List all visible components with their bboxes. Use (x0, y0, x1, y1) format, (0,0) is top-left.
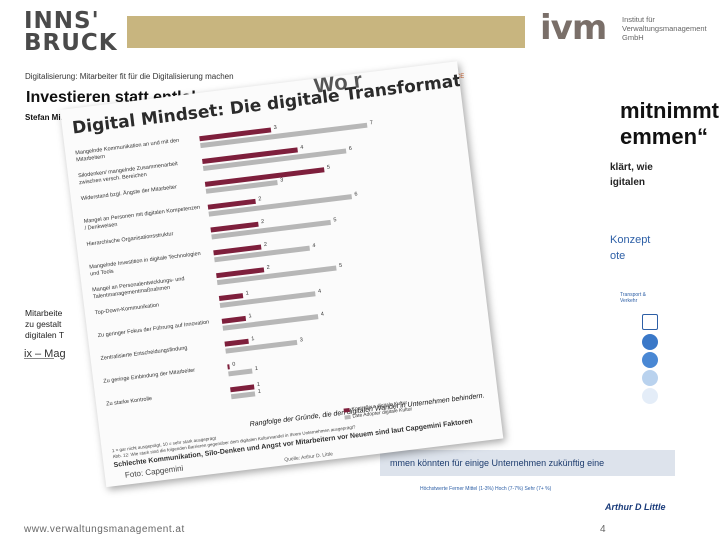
bar-grey-value: 4 (320, 311, 325, 318)
bar-grey-value: 3 (299, 337, 304, 344)
bar-grey-value: 5 (333, 217, 337, 224)
ivm-logo: ivm (540, 8, 607, 48)
page-number: 4 (600, 524, 606, 535)
left-text-line-3: digitalen T (25, 330, 65, 340)
bar-dark-value: 5 (326, 164, 331, 171)
circle-dark-2 (642, 352, 658, 368)
ivm-tagline-3: GmbH (622, 33, 644, 42)
circle-dark-1 (642, 334, 658, 350)
bar-grey (228, 368, 253, 377)
chart-row-label: Zentralisierte Entscheidungsfindung (100, 345, 188, 362)
footer-url[interactable]: www.verwaltungsmanagement.at (24, 524, 185, 535)
right-title-line-1: mitnimmt, (620, 98, 720, 123)
article-kicker: Digitalisierung: Mitarbeiter fit für die… (25, 72, 234, 81)
bar-dark-value: 0 (231, 361, 236, 368)
bar-dark-value: 4 (300, 144, 304, 151)
ivm-logo-text: ivm (540, 8, 607, 48)
article-author: Stefan Mintert (25, 113, 79, 122)
bar-dark-value: 2 (260, 218, 265, 226)
article-left-mag: ix – Mag (24, 348, 66, 360)
circle-light-2 (642, 388, 658, 404)
chart-row-label: Mangelnde Investition in digitale Techno… (89, 250, 202, 278)
ivm-tagline: Institut für Verwaltungsmanagement GmbH (622, 15, 718, 42)
bar-dark-value: 1 (248, 313, 252, 320)
chart-row-label: Silodenken/ mangelnde Zusammenarbeit zwi… (77, 161, 179, 186)
right-blue-line-2: ote (610, 250, 626, 262)
slide-header: INNS' BRUCK ivm Institut für Verwaltungs… (0, 0, 720, 62)
article-right-sub: klärt, wie igitalen (610, 160, 653, 190)
chart-row-label: Zu geringe Einbindung der Mitarbeiter (103, 367, 196, 385)
bar-grey-value: 7 (369, 119, 374, 127)
right-title-line-2: emmen“ (620, 124, 709, 149)
article-right-title: mitnimmt, emmen“ (620, 98, 720, 150)
bar-grey-value: 4 (317, 288, 322, 295)
banner-text: mmen könnten für einige Unternehmen zukü… (390, 458, 605, 468)
chart-row-label: Mangel an Personen mit digitalen Kompete… (83, 204, 201, 232)
circle-light-1 (642, 370, 658, 386)
transport-line-1: Transport & (620, 292, 646, 298)
header-band (127, 16, 525, 48)
bar-dark (227, 364, 230, 370)
bar-grey-value: 5 (338, 262, 343, 270)
background-article: Digitalisierung: Mitarbeiter fit für die… (20, 66, 720, 512)
chart-row-label: Mangelnde Kommunikation an und mit den M… (75, 137, 180, 163)
bar-dark-value: 1 (256, 381, 261, 389)
bar-grey-value: 6 (348, 145, 353, 153)
bar-grey-value: 1 (257, 388, 262, 395)
left-text-line-2: zu gestalt (25, 319, 62, 329)
bar-dark-value: 2 (263, 241, 268, 249)
right-sub-line-1: klärt, wie (610, 162, 653, 173)
article-banner: mmen könnten für einige Unternehmen zukü… (380, 450, 675, 476)
bar-grey-value: 4 (312, 242, 316, 250)
bar-dark-value: 2 (266, 264, 271, 271)
innsbruck-logo: INNS' BRUCK (24, 8, 118, 56)
legend-dark-swatch (343, 407, 350, 413)
chart-row-label: Hierarchische Organisationsstruktur (86, 231, 174, 248)
ivm-tagline-1: Institut für (622, 15, 655, 24)
logo-line-2: BRUCK (24, 30, 118, 56)
bar-grey (230, 391, 256, 400)
bar-grey-value: 1 (254, 365, 259, 373)
ivm-tagline-2: Verwaltungsmanagement (622, 24, 707, 33)
bar-dark-value: 1 (251, 336, 255, 343)
article-legend: Höchstwerte Ferner Mittel (1-3%) Hoch (7… (420, 486, 552, 492)
chart-row-label: Top-Down-Kommunikation (94, 302, 160, 317)
article-right-blue: Konzept ote (610, 232, 650, 264)
bar-grey-value: 3 (279, 177, 284, 184)
chart-row-label: Zu starke Kontrolle (105, 395, 153, 408)
left-mag-underline (24, 358, 54, 359)
chart-row-label: Mangel an Personalentwicklungs- und Tale… (91, 276, 185, 300)
right-blue-line-1: Konzept (610, 234, 651, 246)
train-icon (642, 314, 658, 330)
right-sub-line-2: igitalen (610, 177, 646, 188)
left-text-line-1: Mitarbeite (25, 308, 63, 318)
logo-line-1: INNS' (24, 8, 100, 34)
transport-heading: Transport & Verkehr (620, 292, 646, 304)
chart-row-label: Zu geringer Fokus der Führung auf Innova… (97, 319, 210, 340)
bar-dark-value: 3 (273, 124, 278, 132)
magazine-card: Wo r Digital Mindset: Die digitale Trans… (60, 61, 504, 488)
bar-dark-value: 2 (258, 196, 262, 203)
bar-grey-value: 6 (354, 191, 358, 198)
transport-line-2: Verkehr (620, 298, 638, 304)
article-left-text: Mitarbeite zu gestalt digitalen T (25, 308, 65, 341)
chart-row-label: Widerstand bzgl. Ängste der Mitarbeiter (80, 184, 178, 203)
adl-logo: Arthur D Little (605, 502, 666, 512)
bar-dark-value: 1 (245, 290, 250, 297)
